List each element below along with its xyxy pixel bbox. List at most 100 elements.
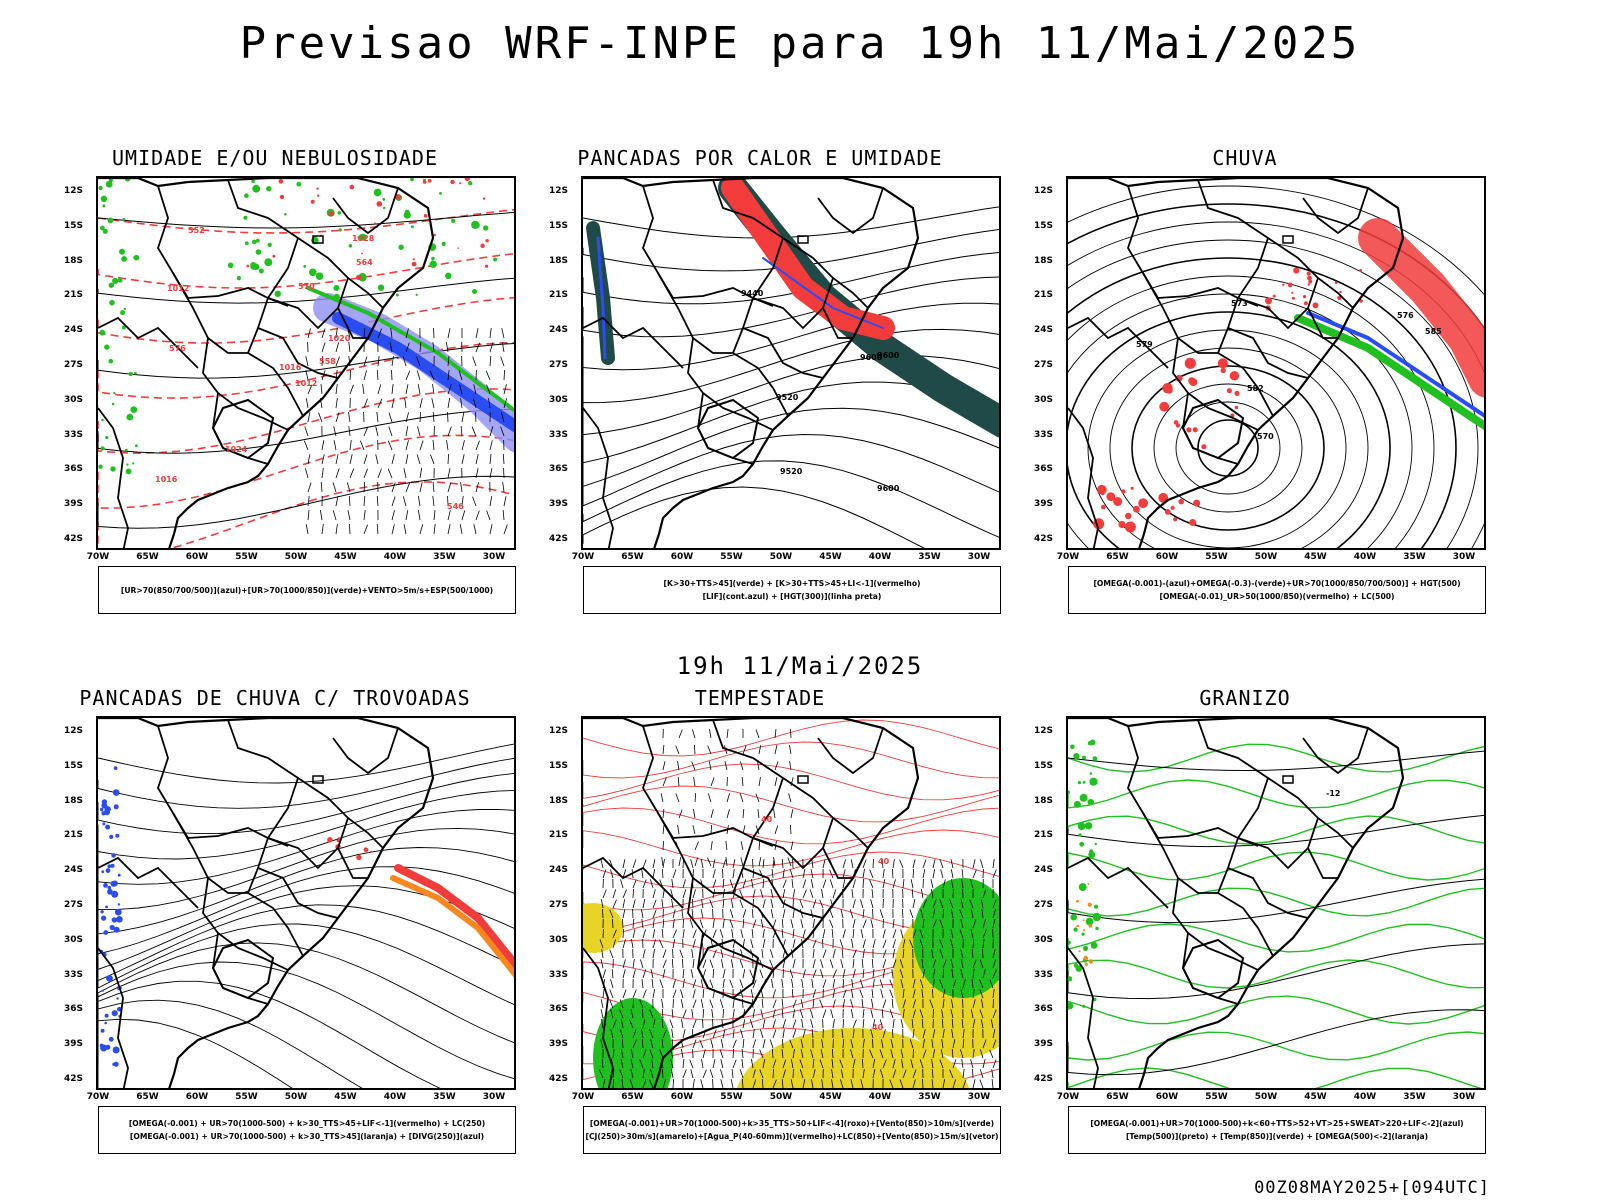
wind-arrow — [405, 412, 409, 423]
andes-humidity-cell — [121, 325, 126, 330]
low-humidity-cell — [303, 265, 307, 268]
wind-arrow — [890, 1039, 894, 1049]
lat-tick-label: 18S — [64, 255, 84, 266]
wind-arrow — [902, 879, 905, 889]
wind-arrow — [662, 1029, 667, 1039]
wind-arrow — [932, 969, 936, 979]
wind-arrow — [702, 969, 706, 979]
lc-850-contour — [583, 807, 999, 845]
wind-arrow — [602, 989, 605, 999]
wind-arrow — [486, 510, 491, 521]
panel-title: CHUVA — [1212, 146, 1278, 170]
lon-tick-label: 40W — [1353, 552, 1377, 562]
rain-cell-cell — [1308, 279, 1313, 284]
wind-arrow — [677, 825, 680, 835]
low-humidity-cell — [410, 225, 414, 229]
wind-arrow — [349, 369, 352, 381]
wind-arrow — [758, 857, 762, 867]
andes-humidity-cell — [108, 282, 114, 288]
wind-arrow — [732, 869, 735, 879]
federal-district — [797, 235, 809, 244]
wind-arrow — [403, 524, 407, 535]
mid-humidity-cell — [423, 214, 428, 218]
lat-tick-label: 30S — [549, 934, 569, 945]
lon-tick-label: 60W — [1155, 552, 1179, 562]
wind-arrow — [772, 999, 777, 1009]
wind-arrow — [950, 909, 954, 919]
wind-arrow — [812, 899, 817, 909]
isoline — [583, 433, 999, 507]
wind-arrow — [882, 1059, 887, 1069]
panel-title: PANCADAS DE CHUVA C/ TROVOADAS — [79, 686, 471, 710]
contour-label: 585 — [1425, 327, 1442, 336]
divergence-cell — [111, 853, 116, 858]
wind-arrow — [611, 968, 614, 979]
lon-tick-label: 50W — [769, 1092, 793, 1102]
wind-arrow — [363, 356, 368, 367]
wind-arrow — [972, 1019, 976, 1029]
wind-arrow — [662, 777, 667, 787]
lon-tick-label: 40W — [383, 552, 407, 562]
wind-arrow — [910, 879, 914, 889]
wind-arrow — [672, 979, 676, 989]
wind-arrow — [942, 968, 944, 979]
wind-arrow — [680, 989, 684, 999]
wind-arrow — [661, 1018, 664, 1029]
wind-arrow — [678, 809, 683, 819]
wind-arrow — [852, 949, 857, 959]
lon-tick-label: 35W — [1403, 552, 1426, 562]
lat-tick-label: 24S — [1034, 325, 1054, 336]
wind-arrow — [792, 1029, 797, 1039]
wind-arrow — [432, 384, 435, 395]
wind-arrow — [912, 1069, 917, 1079]
temp-850-cell-cell — [1068, 976, 1073, 982]
wind-arrow — [892, 879, 896, 889]
rain-red-band — [1358, 218, 1484, 398]
wind-arrow — [852, 919, 856, 929]
wind-arrow — [321, 454, 325, 465]
wind-arrow — [852, 1019, 857, 1029]
rain-cell-cell — [1164, 509, 1171, 515]
wind-arrow — [730, 909, 734, 919]
wind-arrow — [939, 1059, 944, 1069]
wind-arrow — [872, 858, 874, 869]
wind-arrow — [682, 979, 685, 989]
wind-arrow — [672, 998, 674, 1009]
wind-arrow — [642, 929, 646, 939]
contour-label: 558 — [319, 357, 336, 366]
wind-arrow — [391, 510, 395, 521]
divergence-cell — [110, 863, 115, 868]
wind-arrow — [979, 1079, 984, 1088]
wind-arrow — [732, 1048, 734, 1059]
wind-arrow — [862, 909, 865, 919]
wind-arrow — [460, 425, 463, 437]
temp-850-cell-cell — [1084, 822, 1093, 830]
wind-arrow — [919, 1059, 924, 1069]
height-contour — [1068, 257, 1457, 548]
isoline — [1068, 1009, 1484, 1076]
wind-arrow — [460, 398, 463, 409]
wind-arrow — [952, 1059, 957, 1069]
andes-humidity-cell — [105, 436, 109, 440]
wind-arrow — [822, 1009, 827, 1019]
wind-arrow — [679, 949, 684, 959]
wind-arrow — [349, 384, 354, 395]
wind-arrow — [921, 989, 924, 999]
wind-arrow — [739, 989, 744, 999]
lat-tick-label: 15S — [549, 760, 569, 771]
rain-cell-cell — [1178, 498, 1184, 505]
wind-arrow — [762, 1019, 766, 1029]
wind-arrow — [790, 1059, 794, 1069]
wind-arrow — [912, 859, 916, 869]
wind-arrow — [619, 999, 624, 1009]
wind-arrow — [960, 949, 964, 959]
isoline — [1068, 814, 1484, 848]
isoline — [98, 277, 514, 304]
isoline — [98, 434, 514, 509]
wind-arrow — [832, 999, 836, 1009]
rain-cell-cell — [1189, 519, 1197, 526]
wind-arrow — [902, 1009, 905, 1019]
wind-arrow — [757, 761, 760, 771]
state-border — [202, 337, 289, 431]
wind-arrow — [791, 988, 794, 999]
